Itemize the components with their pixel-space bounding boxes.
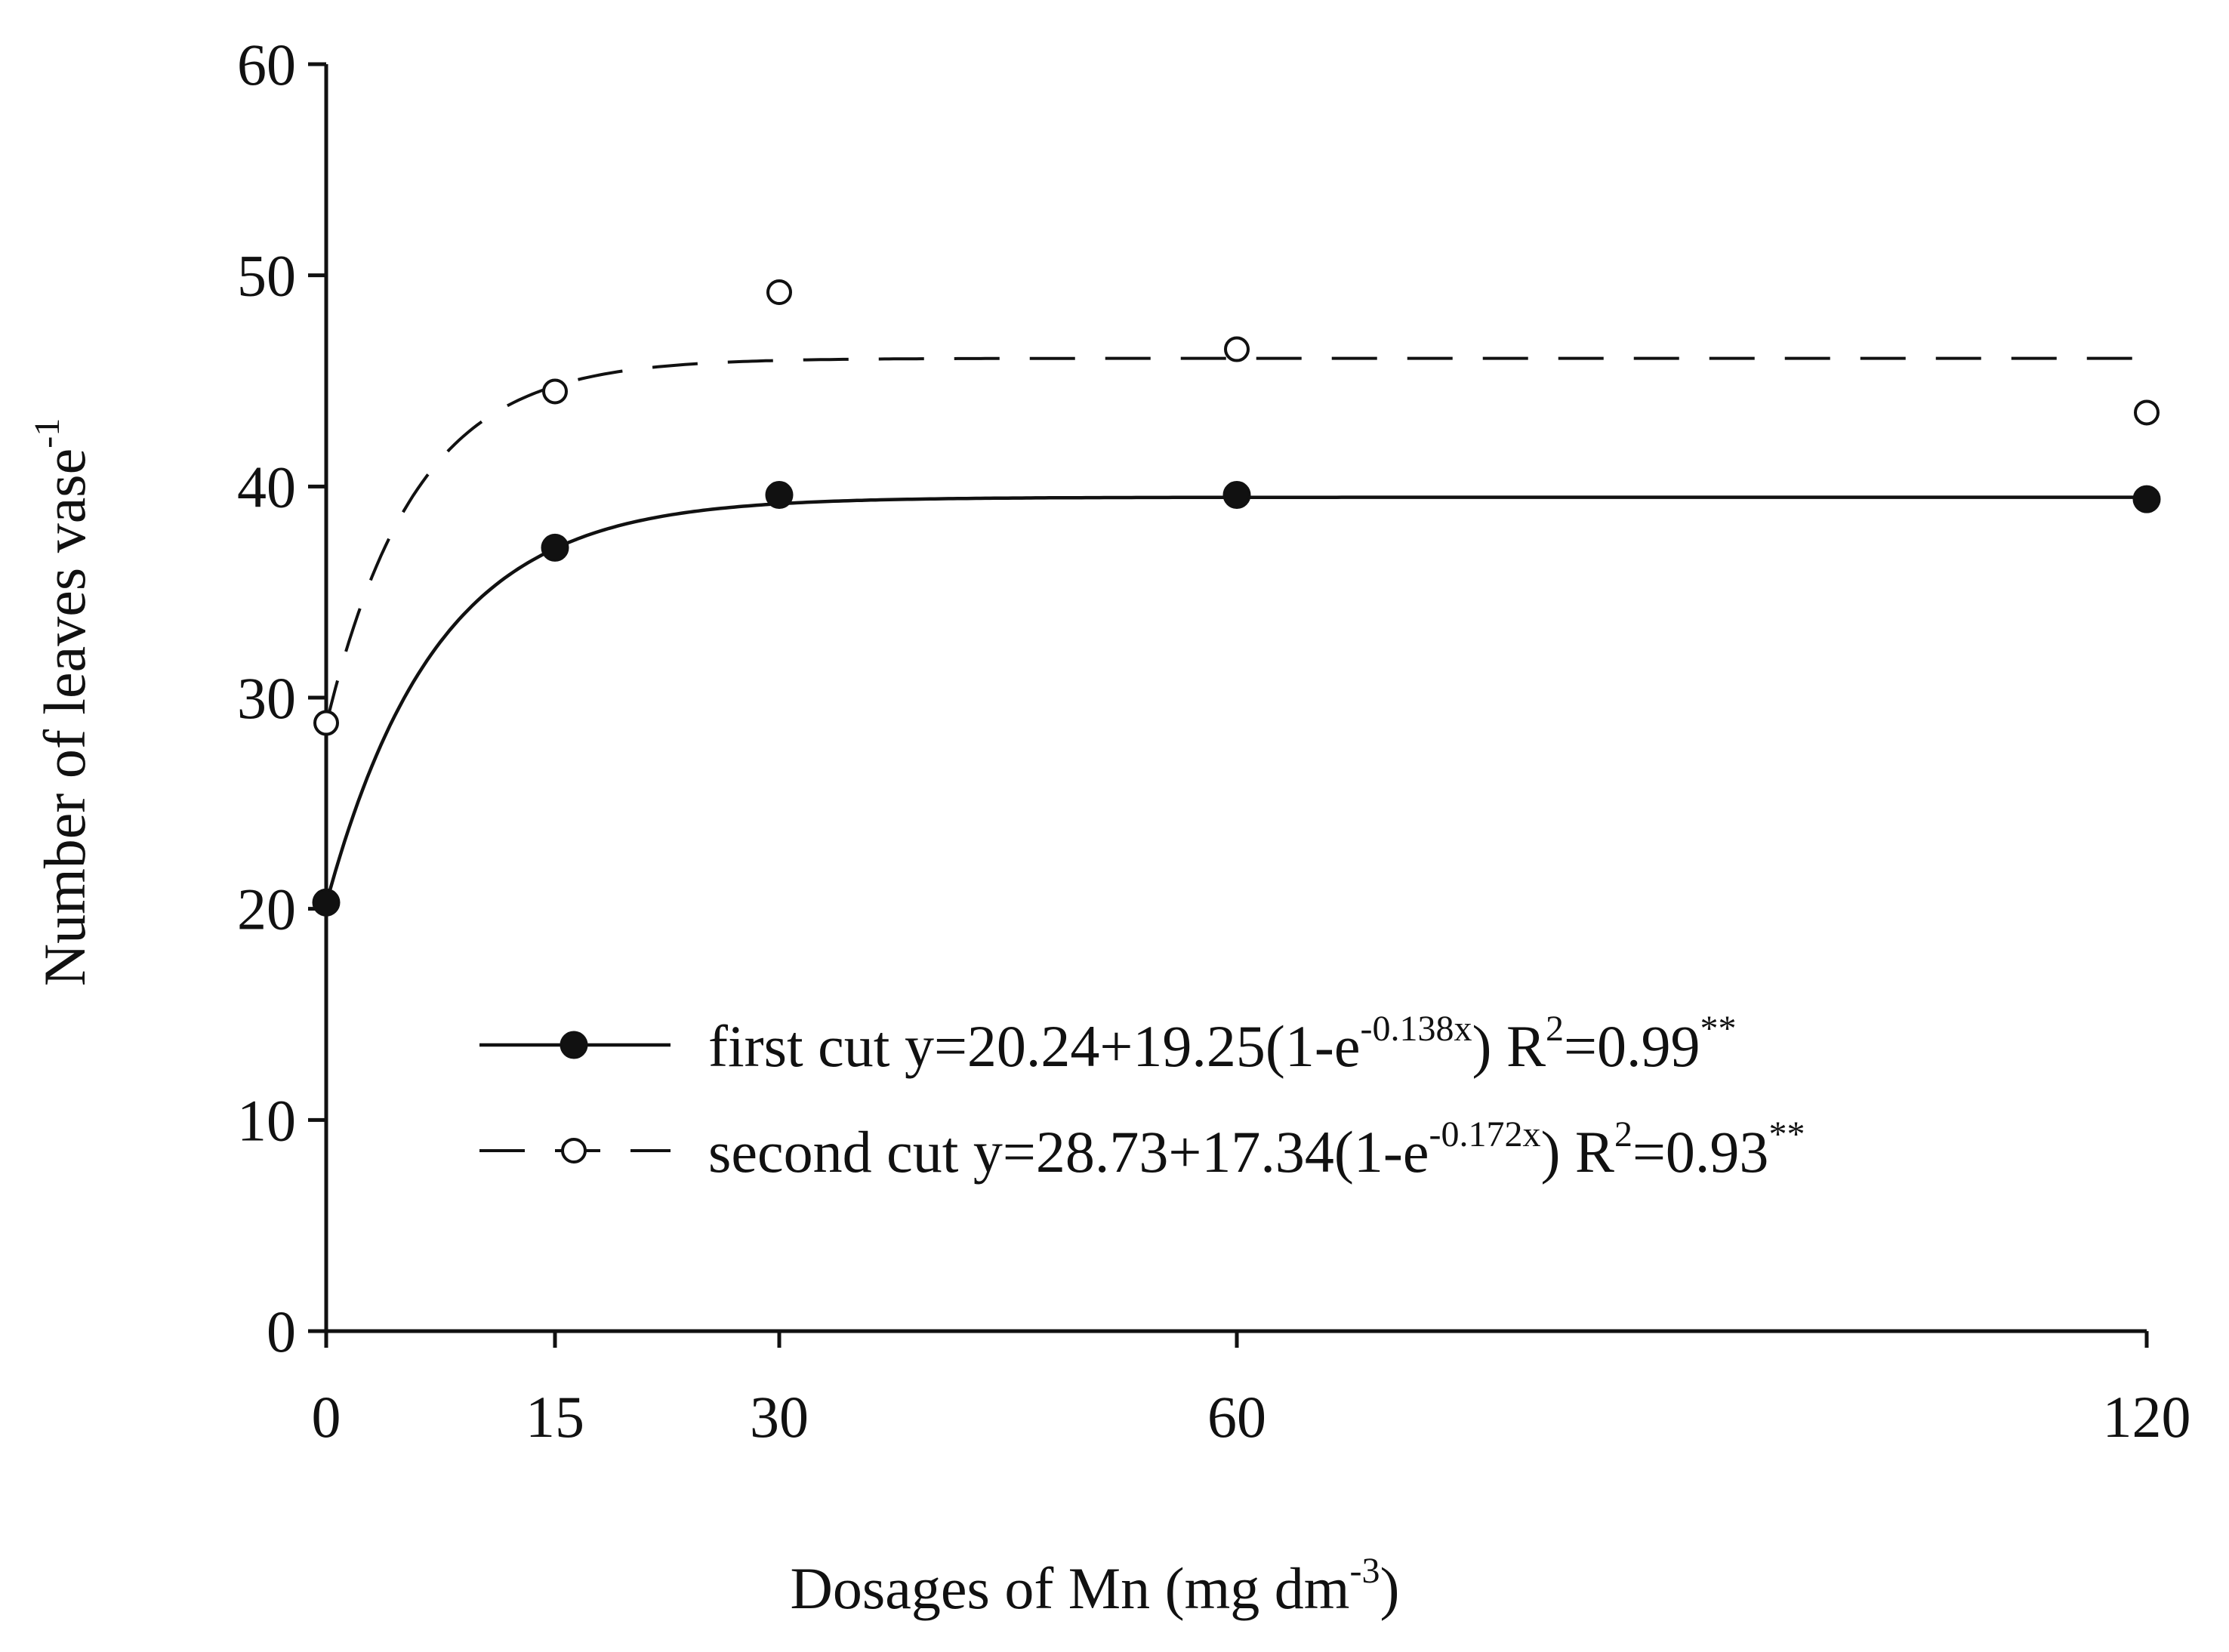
legend-exp-second-cut: -0.172x xyxy=(1429,1114,1540,1154)
x-axis-title-tail: ) xyxy=(1380,1555,1399,1621)
y-tick-label: 50 xyxy=(237,243,296,309)
point-second-cut xyxy=(1224,336,1250,362)
point-first-cut xyxy=(312,888,341,917)
x-axis-title-main: Dosages of Mn (mg dm xyxy=(791,1555,1350,1621)
axes: 0 10 20 30 40 50 60 0 15 30 60 120 xyxy=(237,32,2191,1450)
point-first-cut xyxy=(2132,485,2161,513)
y-ticks: 0 10 20 30 40 50 60 xyxy=(237,32,326,1364)
x-tick-label: 60 xyxy=(1207,1384,1266,1450)
x-tick-label: 120 xyxy=(2103,1384,2191,1450)
series-layer xyxy=(312,279,2161,917)
point-first-cut xyxy=(1222,481,1251,510)
fit-curve-second-cut xyxy=(325,356,2147,725)
point-first-cut xyxy=(765,481,794,510)
y-tick-label: 40 xyxy=(237,454,296,519)
legend-r2val-first-cut: =0.99 xyxy=(1564,1013,1700,1079)
point-second-cut xyxy=(542,378,568,405)
legend-sig-second-cut: ** xyxy=(1768,1114,1805,1154)
legend-label-first-cut: first cut y=20.24+19.25(1-e-0.138x) R2=0… xyxy=(708,1009,1736,1079)
y-axis-title-main: Number of leaves vase xyxy=(32,448,97,987)
x-ticks: 0 15 30 60 120 xyxy=(312,1331,2191,1450)
legend: first cut y=20.24+19.25(1-e-0.138x) R2=0… xyxy=(479,1009,1805,1185)
legend-label-second-cut: second cut y=28.73+17.34(1-e-0.172x) R2=… xyxy=(708,1114,1805,1185)
y-axis-title-sup: -1 xyxy=(27,418,67,448)
legend-sig-first-cut: ** xyxy=(1700,1009,1736,1049)
x-tick-label: 30 xyxy=(750,1384,809,1450)
series-second-cut xyxy=(313,279,2160,736)
legend-entry-first-cut: first cut y=20.24+19.25(1-e-0.138x) R2=0… xyxy=(479,1009,1736,1079)
x-axis-title-sup: -3 xyxy=(1349,1551,1380,1591)
legend-marker-second-cut xyxy=(561,1138,587,1163)
legend-exp-first-cut: -0.138x xyxy=(1361,1009,1472,1049)
y-tick-label: 20 xyxy=(237,877,296,942)
fit-curve-first-cut xyxy=(324,495,2147,905)
point-first-cut xyxy=(541,533,569,562)
legend-r2sup-first-cut: 2 xyxy=(1546,1009,1564,1049)
series-first-cut xyxy=(312,481,2161,917)
legend-entry-second-cut: second cut y=28.73+17.34(1-e-0.172x) R2=… xyxy=(479,1114,1805,1185)
point-second-cut xyxy=(313,710,339,736)
y-tick-label: 10 xyxy=(237,1087,296,1153)
legend-eq-first-cut: y=20.24+19.25(1-e xyxy=(905,1013,1361,1079)
y-tick-label: 30 xyxy=(237,665,296,731)
legend-marker-first-cut xyxy=(560,1031,588,1059)
legend-eqmid-first-cut: ) R xyxy=(1472,1013,1546,1079)
legend-name-second-cut: second cut xyxy=(708,1119,959,1185)
legend-r2val-second-cut: =0.93 xyxy=(1632,1119,1769,1185)
legend-r2sup-second-cut: 2 xyxy=(1614,1114,1632,1154)
point-second-cut xyxy=(766,279,792,306)
y-axis-title: Number of leaves vase-1 xyxy=(27,418,97,987)
x-axis-title: Dosages of Mn (mg dm-3) xyxy=(791,1551,1400,1621)
legend-eq-second-cut: y=28.73+17.34(1-e xyxy=(973,1119,1429,1185)
legend-eqmid-second-cut: ) R xyxy=(1540,1119,1614,1185)
x-tick-label: 15 xyxy=(526,1384,584,1450)
y-tick-label: 0 xyxy=(267,1299,296,1364)
y-tick-label: 60 xyxy=(237,32,296,97)
x-tick-label: 0 xyxy=(312,1384,341,1450)
point-second-cut xyxy=(2134,399,2160,426)
legend-name-first-cut: first cut xyxy=(708,1013,890,1079)
